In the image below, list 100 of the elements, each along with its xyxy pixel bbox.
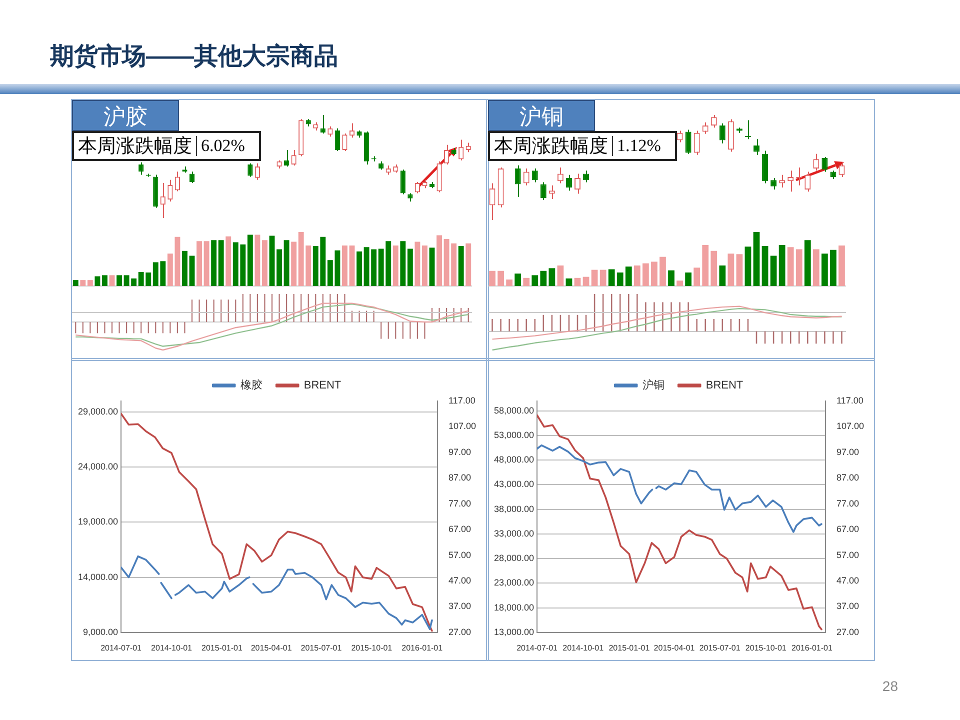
- x-tick-label: 2015-01-01: [608, 643, 650, 652]
- bar: [506, 280, 513, 286]
- legend-label: 橡胶: [240, 378, 262, 392]
- bar: [600, 270, 606, 286]
- candlestick: [788, 170, 794, 192]
- candlestick: [284, 150, 290, 167]
- bar: [400, 241, 406, 286]
- y2-tick-label: 47.00: [448, 575, 472, 586]
- bar: [218, 240, 224, 286]
- candlestick: [514, 164, 521, 198]
- bar: [182, 250, 188, 286]
- y2-tick-label: 107.00: [448, 421, 476, 432]
- bar: [821, 254, 828, 286]
- y2-tick-label: 117.00: [448, 395, 476, 406]
- bar: [540, 270, 547, 286]
- candlestick: [400, 169, 406, 195]
- legend-label: 沪铜: [642, 378, 664, 392]
- bar: [514, 274, 522, 286]
- bar: [778, 244, 786, 286]
- y2-tick-label: 47.00: [836, 575, 860, 586]
- bar: [787, 247, 794, 286]
- candlestick: [174, 171, 180, 192]
- bar: [72, 280, 78, 286]
- bar: [676, 280, 683, 286]
- bar: [247, 234, 253, 286]
- candlestick: [574, 173, 580, 194]
- candlestick: [548, 184, 555, 200]
- x-tick-label: 2014-07-01: [100, 643, 142, 652]
- candlestick: [291, 150, 296, 166]
- y2-tick-label: 67.00: [836, 524, 860, 534]
- bar: [616, 272, 624, 286]
- bar: [349, 246, 355, 286]
- candlestick: [386, 164, 391, 176]
- bar: [830, 250, 836, 286]
- y-tick-label: 23,000.00: [494, 578, 534, 588]
- candlestick: [540, 182, 546, 201]
- bar: [356, 251, 362, 286]
- y-tick-label: 28,000.00: [494, 553, 534, 564]
- y-tick-label: 53,000.00: [494, 430, 534, 440]
- x-tick-label: 2015-04-01: [654, 643, 696, 652]
- chart-title: 沪胶: [72, 100, 179, 131]
- bar: [642, 263, 649, 286]
- x-tick-label: 2015-07-01: [300, 643, 342, 652]
- bar: [407, 248, 413, 286]
- bar: [489, 270, 496, 286]
- bar: [694, 268, 700, 286]
- bar: [291, 242, 297, 286]
- bar: [557, 265, 564, 286]
- candlestick: [523, 168, 530, 186]
- bar: [226, 236, 232, 286]
- candlestick: [685, 129, 692, 154]
- bar: [87, 280, 93, 286]
- bar: [651, 262, 658, 286]
- bar: [608, 269, 615, 286]
- bar: [796, 249, 802, 286]
- bar: [634, 265, 640, 286]
- bar: [189, 256, 195, 286]
- bar: [284, 240, 290, 286]
- candlestick: [804, 171, 811, 192]
- bar: [196, 241, 202, 286]
- y2-tick-label: 57.00: [448, 550, 472, 560]
- text: 28: [882, 678, 898, 694]
- bar: [109, 275, 115, 286]
- legend-label: BRENT: [304, 380, 342, 392]
- bar: [392, 246, 398, 286]
- y2-tick-label: 97.00: [448, 446, 472, 457]
- bar: [710, 250, 718, 286]
- y2-tick-label: 37.00: [836, 601, 860, 612]
- bar: [804, 240, 811, 286]
- y-tick-label: 18,000.00: [494, 602, 534, 612]
- candlestick: [779, 174, 786, 188]
- text: 期货市场——其他大宗商品: [50, 42, 338, 72]
- bar: [582, 276, 590, 286]
- bar: [436, 235, 442, 286]
- y2-tick-label: 107.00: [836, 421, 864, 432]
- y2-tick-label: 67.00: [448, 524, 472, 534]
- candlestick: [248, 162, 253, 178]
- bar: [625, 266, 632, 286]
- annotation: 本周涨跌幅度: [77, 135, 193, 159]
- y2-tick-label: 57.00: [836, 550, 860, 560]
- candlestick: [444, 144, 450, 165]
- y2-tick-label: 27.00: [448, 626, 472, 637]
- y-tick-label: 13,000.00: [494, 626, 534, 637]
- bar: [838, 246, 845, 286]
- bar: [80, 280, 86, 286]
- y2-tick-label: 117.00: [836, 395, 864, 406]
- candlestick: [254, 162, 260, 180]
- candlestick: [744, 120, 751, 140]
- x-tick-label: 2015-10-01: [351, 643, 393, 652]
- x-tick-label: 2014-07-01: [516, 643, 558, 652]
- bar: [744, 246, 752, 286]
- y2-tick-label: 87.00: [836, 472, 860, 483]
- bar: [660, 256, 666, 286]
- annotation: 6.02%: [196, 136, 259, 156]
- bar: [532, 275, 538, 286]
- candlestick: [458, 139, 464, 161]
- candlestick: [719, 122, 726, 144]
- y-tick-label: 33,000.00: [494, 528, 534, 538]
- candlestick: [694, 130, 700, 156]
- y-tick-label: 29,000.00: [78, 406, 118, 417]
